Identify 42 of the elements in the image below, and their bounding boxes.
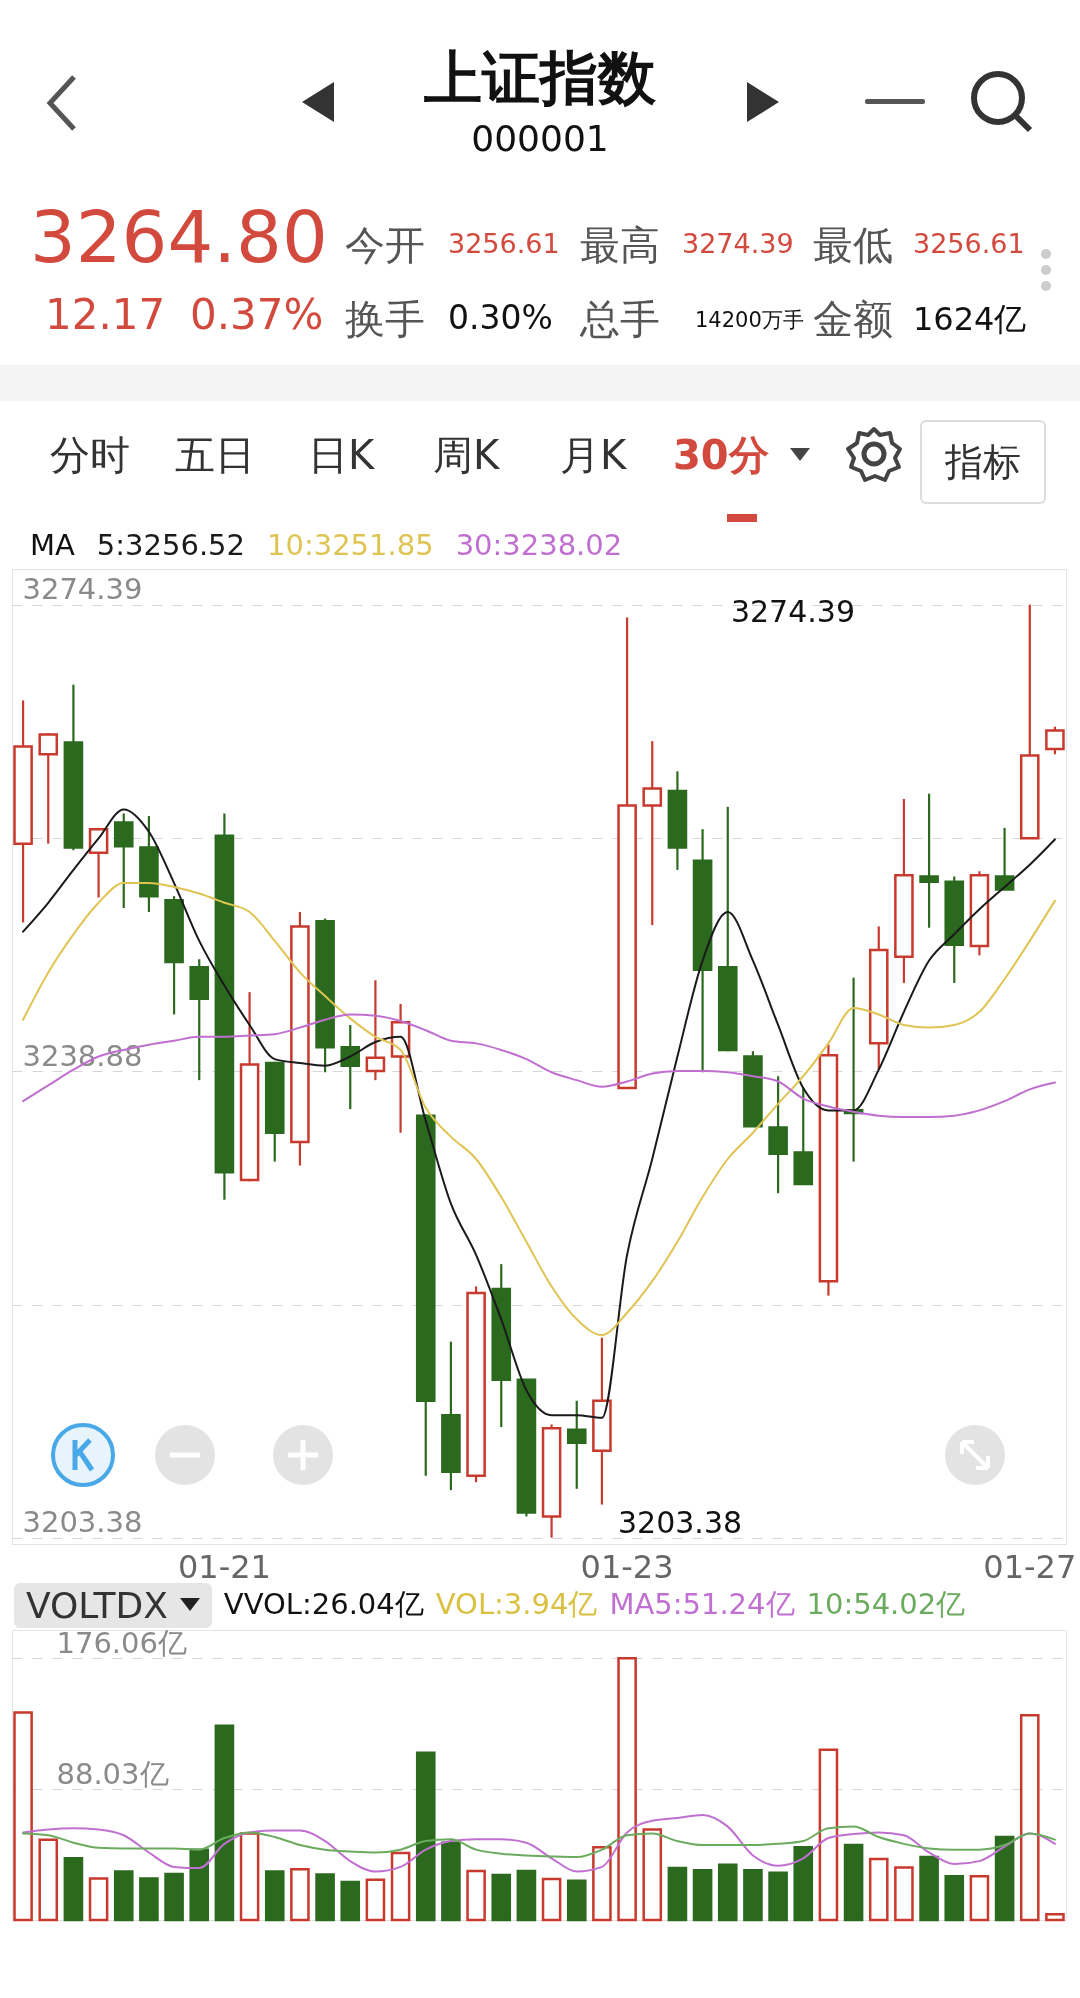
annotation: 3274.39	[730, 594, 855, 629]
text: 30:3238.02	[455, 528, 623, 562]
text: VOLTDX	[26, 1584, 168, 1626]
text: 3274.39	[682, 228, 794, 259]
y-tick-label: 3274.39	[22, 572, 143, 607]
text: VOL:3.94亿	[435, 1586, 598, 1623]
text: 3256.61	[448, 228, 560, 259]
text: 30分	[673, 431, 769, 480]
text: 月K	[560, 431, 627, 480]
text: 最低	[813, 221, 893, 270]
text: 14200万手	[695, 307, 804, 334]
y-tick-label: 176.06亿	[56, 1625, 187, 1660]
y-tick-label: 3203.38	[22, 1505, 143, 1540]
text: 今开	[345, 221, 425, 270]
text: 指标	[920, 420, 1046, 504]
text: 分时	[50, 431, 130, 480]
text: 五日	[175, 431, 255, 480]
text: VVOL:26.04亿	[223, 1586, 424, 1623]
y-tick-label: 88.03亿	[56, 1756, 169, 1791]
text: 10:3251.85	[267, 528, 434, 562]
text: 0.37%	[190, 290, 324, 339]
chart-subtitle: 000001	[470, 118, 610, 159]
text: 1624亿	[913, 299, 1027, 340]
x-tick-label: 01-21	[177, 1547, 271, 1586]
x-tick-label: 01-23	[580, 1547, 674, 1586]
text: 换手	[345, 295, 425, 344]
text: 最高	[580, 221, 660, 270]
annotation: 3203.38	[618, 1505, 743, 1540]
text: 10:54.02亿	[806, 1586, 966, 1623]
x-tick-label: 01-27	[983, 1547, 1077, 1586]
text: MA5:51.24亿	[609, 1586, 795, 1623]
text: 金额	[813, 295, 893, 344]
text: 0.30%	[448, 298, 553, 337]
text: 日K	[308, 431, 375, 480]
text: 5:3256.52	[96, 528, 246, 562]
text: 12.17	[45, 290, 166, 339]
text: 周K	[433, 431, 500, 480]
text: 总手	[580, 295, 660, 344]
legend-title: MA	[30, 528, 75, 562]
chart-title: 上证指数	[423, 43, 657, 114]
text: 3264.80	[30, 195, 328, 279]
text: 3256.61	[913, 228, 1025, 259]
